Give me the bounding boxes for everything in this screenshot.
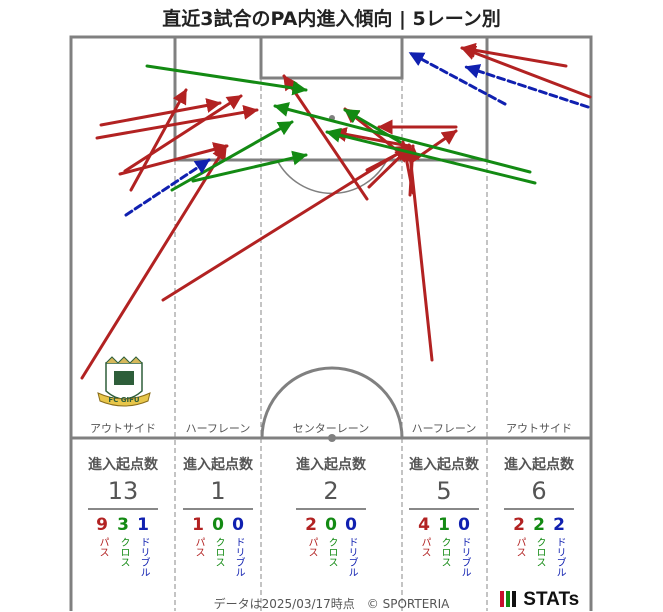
- pass-label: パス: [306, 537, 317, 557]
- cross-label: クロス: [534, 537, 545, 567]
- stat-total: 13: [107, 477, 139, 505]
- stat-header: 進入起点数: [409, 457, 479, 473]
- pass-arrow: [118, 142, 229, 176]
- stat-divider: [183, 508, 253, 510]
- cross-count: 0: [325, 515, 337, 535]
- cross-label: クロス: [118, 537, 129, 567]
- dribble-count: 1: [137, 515, 149, 535]
- logo-text: FC GIFU: [108, 396, 139, 404]
- pass-arrow: [123, 94, 243, 173]
- pass-arrow: [95, 104, 259, 140]
- stat-total: 6: [531, 477, 547, 505]
- dribble-arrow: [124, 158, 211, 217]
- cross-arrow: [191, 150, 308, 183]
- stats-brand-logo: STATs: [500, 589, 579, 611]
- dribble-arrow: [464, 64, 590, 109]
- pass-count: 4: [418, 515, 430, 535]
- cross-label: クロス: [213, 537, 224, 567]
- chart-title: 直近3試合のPA内進入傾向 | 5レーン別: [162, 8, 501, 30]
- pass-arrow: [99, 98, 222, 127]
- cross-label: クロス: [439, 537, 450, 567]
- dribble-count: 2: [553, 515, 565, 535]
- cross-arrow: [273, 102, 532, 174]
- stat-header: 進入起点数: [183, 457, 253, 473]
- pass-label: パス: [514, 537, 525, 557]
- cross-count: 0: [212, 515, 224, 535]
- pass-arrow: [129, 88, 188, 192]
- arrow-layer: [80, 42, 592, 380]
- pass-label: パス: [97, 537, 108, 557]
- stat-header: 進入起点数: [504, 457, 574, 473]
- dribble-count: 0: [345, 515, 357, 535]
- center-circle: [260, 366, 404, 439]
- cross-arrow: [170, 120, 294, 192]
- cross-count: 2: [533, 515, 545, 535]
- lane-label-outside-right: アウトサイド: [506, 422, 572, 435]
- dribble-count: 0: [458, 515, 470, 535]
- dribble-label: ドリブル: [233, 537, 244, 577]
- lane-label-outside-left: アウトサイド: [90, 422, 156, 435]
- pass-arrow: [460, 45, 592, 99]
- penalty-arc: [276, 159, 388, 195]
- cross-count: 1: [438, 515, 450, 535]
- pass-arrow: [282, 74, 369, 201]
- pass-arrow: [402, 143, 434, 362]
- pass-count: 2: [305, 515, 317, 535]
- cross-arrow: [343, 108, 402, 144]
- dribble-label: ドリブル: [346, 537, 357, 577]
- data-credit: データは2025/03/17時点 © SPORTERIA: [213, 597, 450, 611]
- stat-header: 進入起点数: [296, 457, 366, 473]
- pass-label: パス: [193, 537, 204, 557]
- pass-arrow: [161, 144, 412, 302]
- pass-arrow: [460, 42, 568, 68]
- stat-total: 1: [210, 477, 226, 505]
- dribble-label: ドリブル: [138, 537, 149, 577]
- brand-bar-icon: [512, 591, 516, 607]
- stat-divider: [88, 508, 158, 510]
- dribble-label: ドリブル: [459, 537, 470, 577]
- lane-label-center: センターレーン: [293, 422, 369, 435]
- fc-gifu-crest: FC GIFU: [97, 356, 151, 407]
- pass-label: パス: [419, 537, 430, 557]
- stat-divider: [409, 508, 479, 510]
- pass-count: 9: [96, 515, 108, 535]
- dribble-label: ドリブル: [554, 537, 565, 577]
- pass-arrow: [80, 144, 228, 380]
- cross-arrow: [145, 64, 308, 96]
- cross-count: 3: [117, 515, 129, 535]
- dribble-arrow: [408, 51, 507, 106]
- dribble-count: 0: [232, 515, 244, 535]
- center-spot: [328, 434, 336, 442]
- goal-area: [259, 35, 404, 80]
- lane-label-half-left: ハーフレーン: [186, 422, 251, 435]
- stat-header: 進入起点数: [88, 457, 158, 473]
- brand-bar-icon: [500, 591, 504, 607]
- brand-text: STATs: [523, 589, 580, 610]
- stat-divider: [296, 508, 366, 510]
- pass-count: 1: [192, 515, 204, 535]
- stat-total: 2: [323, 477, 339, 505]
- stat-divider: [504, 508, 574, 510]
- pass-arrow: [331, 127, 411, 148]
- pass-count: 2: [513, 515, 525, 535]
- brand-bar-icon: [506, 591, 510, 607]
- cross-arrow: [325, 127, 537, 185]
- lane-label-half-right: ハーフレーン: [412, 422, 477, 435]
- cross-label: クロス: [326, 537, 337, 567]
- stat-total: 5: [436, 477, 452, 505]
